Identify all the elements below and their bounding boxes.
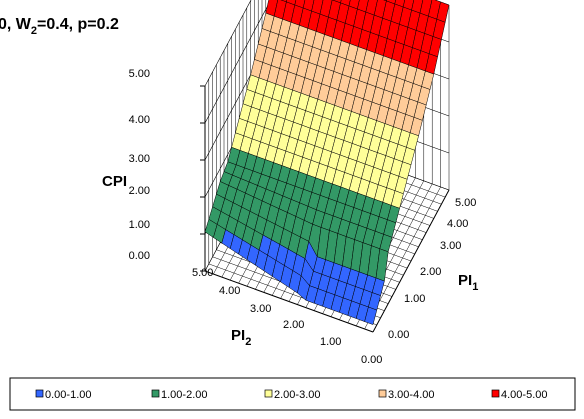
y-tick-label: 5.00 bbox=[192, 267, 213, 279]
legend-label: 1.00-2.00 bbox=[161, 389, 207, 401]
x-tick-label: 0.00 bbox=[388, 329, 409, 341]
y-tick-label: 3.00 bbox=[250, 303, 271, 315]
x-tick-label: 1.00 bbox=[404, 293, 425, 305]
y-tick-label: 0.00 bbox=[361, 354, 382, 366]
title-lead: 0, W bbox=[0, 16, 32, 33]
z-tick-label: 2.00 bbox=[129, 185, 150, 197]
chart-title: 0, W2=0.4, p=0.2 bbox=[0, 16, 119, 37]
legend: 0.00-1.00 1.00-2.00 2.00-3.00 3.00-4.00 4.00… bbox=[35, 389, 547, 401]
z-tick-label: 4.00 bbox=[129, 114, 150, 126]
title-subscript: 2 bbox=[31, 25, 37, 37]
legend-swatch bbox=[378, 389, 387, 398]
legend-swatch bbox=[491, 389, 500, 398]
y-axis-title-sub: 2 bbox=[245, 336, 251, 348]
y-axis-title: PI2 bbox=[231, 327, 251, 348]
legend-swatch bbox=[35, 389, 44, 398]
legend-swatch bbox=[151, 389, 160, 398]
legend-label: 0.00-1.00 bbox=[45, 389, 91, 401]
legend-box bbox=[9, 377, 576, 411]
wall-gridline bbox=[204, 0, 252, 87]
x-tick-label: 4.00 bbox=[447, 218, 468, 230]
x-tick-label: 5.00 bbox=[455, 197, 476, 209]
legend-swatch bbox=[264, 389, 273, 398]
x-axis-ticks: 5.00 4.00 3.00 2.00 1.00 0.00 bbox=[388, 197, 476, 341]
x-tick-label: 2.00 bbox=[420, 266, 441, 278]
y-tick-label: 1.00 bbox=[320, 336, 341, 348]
surface-mesh bbox=[204, 0, 450, 325]
x-tick-label: 3.00 bbox=[440, 240, 461, 252]
x-axis-title-sub: 1 bbox=[472, 281, 478, 293]
z-tick-label: 1.00 bbox=[129, 219, 150, 231]
z-tick-label: 5.00 bbox=[129, 68, 150, 80]
legend-label: 3.00-4.00 bbox=[388, 389, 434, 401]
z-tick-label: 3.00 bbox=[129, 153, 150, 165]
x-axis-title-base: PI bbox=[458, 272, 472, 289]
title-tail: =0.4, p=0.2 bbox=[37, 16, 119, 33]
y-axis-title-base: PI bbox=[231, 327, 245, 344]
z-axis-ticks: 5.00 4.00 3.00 2.00 1.00 0.00 bbox=[129, 68, 150, 262]
y-axis-line bbox=[204, 270, 374, 333]
y-tick-label: 4.00 bbox=[219, 285, 240, 297]
z-tick-label: 0.00 bbox=[129, 250, 150, 262]
x-axis-line bbox=[372, 189, 450, 333]
y-axis-ticks: 5.00 4.00 3.00 2.00 1.00 0.00 bbox=[192, 267, 382, 366]
legend-label: 4.00-5.00 bbox=[501, 389, 547, 401]
x-axis-title: PI1 bbox=[458, 272, 478, 293]
legend-label: 2.00-3.00 bbox=[274, 389, 320, 401]
y-tick-label: 2.00 bbox=[283, 319, 304, 331]
surface-facet bbox=[364, 306, 378, 325]
z-axis-title: CPI bbox=[102, 173, 127, 190]
